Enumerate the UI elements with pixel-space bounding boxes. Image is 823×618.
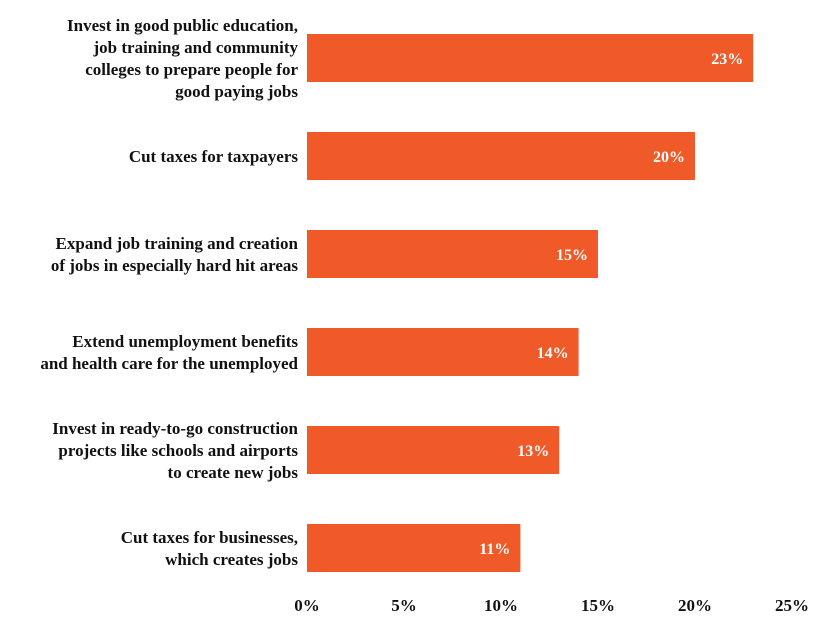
x-tick-label: 25% — [775, 596, 809, 613]
category-label: Expand job training and creation of jobs … — [51, 234, 299, 275]
bars-layer — [307, 34, 754, 572]
bar — [307, 426, 560, 474]
x-tick-label: 20% — [678, 596, 712, 613]
data-labels: 23% 20% 15% 14% 13% 11% — [479, 51, 743, 558]
bar-value-label: 23% — [711, 51, 743, 68]
category-label-line: Cut taxes for businesses, — [121, 528, 298, 547]
category-label-line: of jobs in especially hard hit areas — [51, 256, 299, 275]
bar-value-label: 14% — [537, 345, 569, 362]
category-label: Cut taxes for taxpayers — [129, 147, 299, 166]
category-label: Invest in good public education, job trai… — [67, 16, 298, 101]
category-label-line: Cut taxes for taxpayers — [129, 147, 299, 166]
category-label-line: and health care for the unemployed — [40, 354, 298, 373]
x-tick-label: 5% — [391, 596, 417, 613]
category-label-line: job training and community — [93, 38, 299, 57]
bar-value-label: 13% — [517, 443, 549, 460]
bar — [307, 230, 598, 278]
x-tick-label: 10% — [484, 596, 518, 613]
category-labels: Invest in good public education, job trai… — [40, 16, 298, 569]
x-tick-label: 15% — [581, 596, 615, 613]
category-label-line: to create new jobs — [168, 463, 299, 482]
category-label-line: Invest in ready-to-go construction — [52, 419, 298, 438]
x-tick-label: 0% — [294, 596, 320, 613]
x-axis-tick-labels: 0% 5% 10% 15% 20% 25% — [294, 596, 809, 615]
bar — [307, 524, 521, 572]
category-label-line: good paying jobs — [175, 82, 298, 101]
bar — [307, 34, 754, 82]
category-label-line: which creates jobs — [165, 550, 298, 569]
category-label: Invest in ready-to-go construction projec… — [52, 419, 298, 482]
bar — [307, 328, 579, 376]
category-label-line: projects like schools and airports — [58, 441, 298, 460]
bar — [307, 132, 695, 180]
category-label: Extend unemployment benefits and health c… — [40, 332, 298, 373]
category-label-line: Expand job training and creation — [56, 234, 299, 253]
bar-value-label: 20% — [653, 149, 685, 166]
bar-value-label: 15% — [556, 247, 588, 264]
bar-value-label: 11% — [479, 541, 510, 558]
category-label: Cut taxes for businesses, which creates j… — [121, 528, 299, 569]
category-label-line: colleges to prepare people for — [85, 60, 298, 79]
category-label-line: Extend unemployment benefits — [72, 332, 298, 351]
category-label-line: Invest in good public education, — [67, 16, 298, 35]
